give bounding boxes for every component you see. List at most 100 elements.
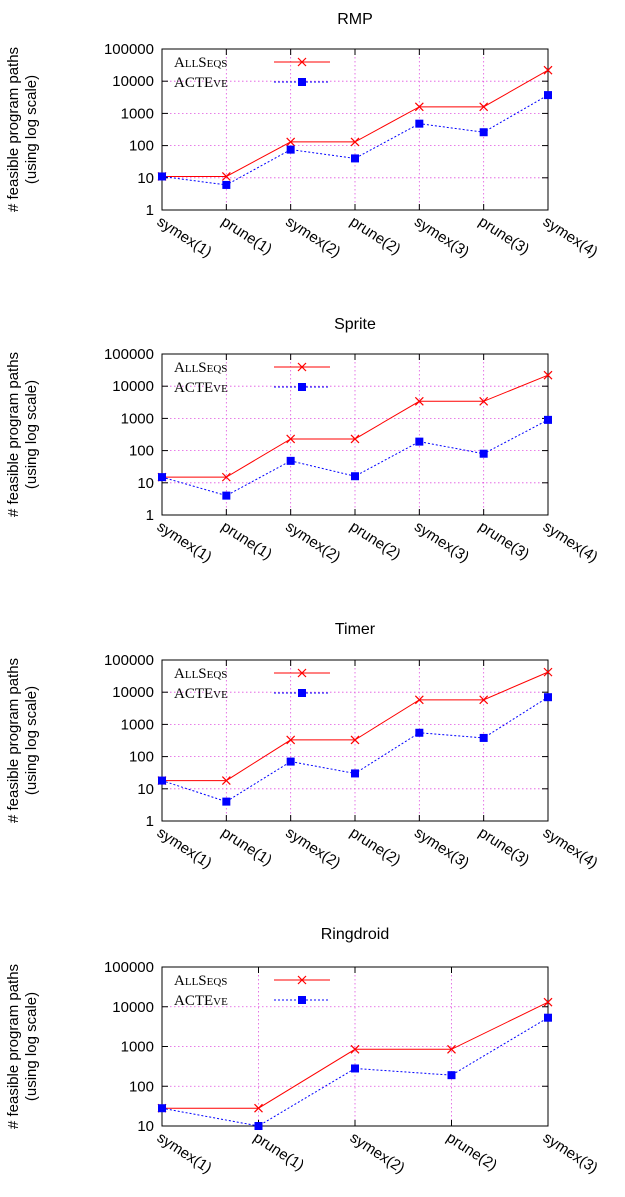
y-tick-label: 100000 xyxy=(104,959,154,976)
data-point-acteve xyxy=(222,492,230,500)
chart-title: Ringdroid xyxy=(321,926,389,943)
data-point-acteve xyxy=(255,1122,263,1130)
x-tick-label: symex(1) xyxy=(154,1129,215,1177)
x-tick-label: symex(3) xyxy=(411,518,472,566)
data-point-acteve xyxy=(480,128,488,136)
x-tick-label: prune(1) xyxy=(218,213,275,258)
x-tick-label: prune(2) xyxy=(347,213,404,258)
x-tick-label: prune(1) xyxy=(218,518,275,563)
chart-title: RMP xyxy=(337,11,373,28)
data-point-acteve xyxy=(222,798,230,806)
x-tick-label: prune(1) xyxy=(218,824,275,869)
legend-marker xyxy=(298,383,306,391)
data-point-acteve xyxy=(351,472,359,480)
data-point-acteve xyxy=(415,120,423,128)
legend-marker xyxy=(298,689,306,697)
y-axis-label: (using log scale) xyxy=(23,686,40,795)
data-point-acteve xyxy=(158,1104,166,1112)
data-point-acteve xyxy=(544,1014,552,1022)
x-tick-label: symex(4) xyxy=(540,824,601,872)
data-point-acteve xyxy=(480,734,488,742)
x-tick-label: symex(2) xyxy=(282,213,343,261)
legend-label: ALLSEQS xyxy=(174,55,227,71)
y-axis-label: # feasible program paths xyxy=(5,47,22,212)
x-tick-label: prune(1) xyxy=(250,1129,307,1174)
chart-timer: Timer # feasible program paths (using log … xyxy=(5,621,601,872)
data-point-acteve xyxy=(448,1071,456,1079)
y-tick-label: 10000 xyxy=(112,73,154,90)
x-tick-label: prune(2) xyxy=(347,518,404,563)
data-point-acteve xyxy=(544,693,552,701)
x-tick-label: symex(1) xyxy=(154,213,215,261)
x-tick-label: prune(3) xyxy=(475,824,532,869)
y-tick-label: 10000 xyxy=(112,378,154,395)
y-tick-label: 100 xyxy=(129,138,154,155)
y-axis-label: # feasible program paths xyxy=(5,658,22,823)
y-tick-label: 1 xyxy=(146,507,154,524)
y-tick-label: 10000 xyxy=(112,684,154,701)
data-point-acteve xyxy=(158,473,166,481)
y-tick-label: 10 xyxy=(137,781,154,798)
x-tick-label: prune(3) xyxy=(475,518,532,563)
data-point-acteve xyxy=(351,154,359,162)
y-tick-label: 10 xyxy=(137,170,154,187)
x-tick-label: symex(3) xyxy=(411,213,472,261)
y-tick-label: 100000 xyxy=(104,652,154,669)
y-tick-label: 10 xyxy=(137,1118,154,1135)
y-tick-label: 1000 xyxy=(121,410,154,427)
y-axis-label: # feasible program paths xyxy=(5,352,22,517)
chart-ringdroid: Ringdroid # feasible program paths (using … xyxy=(5,926,601,1177)
chart-sprite: Sprite # feasible program paths (using log… xyxy=(5,316,601,566)
data-point-acteve xyxy=(415,729,423,737)
data-point-acteve xyxy=(544,91,552,99)
legend-label: ALLSEQS xyxy=(174,973,227,989)
y-tick-label: 1000 xyxy=(121,105,154,122)
y-axis-label: (using log scale) xyxy=(23,380,40,489)
x-tick-label: symex(2) xyxy=(347,1129,408,1177)
data-point-acteve xyxy=(544,416,552,424)
chart-title: Sprite xyxy=(334,316,376,333)
y-tick-label: 10000 xyxy=(112,999,154,1016)
y-tick-label: 100 xyxy=(129,1078,154,1095)
x-tick-label: prune(3) xyxy=(475,213,532,258)
y-axis-label: (using log scale) xyxy=(23,992,40,1101)
data-point-acteve xyxy=(222,181,230,189)
legend-label: ALLSEQS xyxy=(174,666,227,682)
data-point-acteve xyxy=(287,457,295,465)
data-point-acteve xyxy=(415,438,423,446)
x-tick-label: symex(2) xyxy=(282,824,343,872)
chart-title: Timer xyxy=(335,621,376,638)
legend-marker xyxy=(298,78,306,86)
y-axis-label: (using log scale) xyxy=(23,75,40,184)
legend-label: ACTEVE xyxy=(174,380,228,396)
x-tick-label: symex(1) xyxy=(154,518,215,566)
x-tick-label: symex(1) xyxy=(154,824,215,872)
y-tick-label: 100 xyxy=(129,443,154,460)
y-tick-label: 1000 xyxy=(121,716,154,733)
y-tick-label: 100000 xyxy=(104,346,154,363)
y-tick-label: 1000 xyxy=(121,1039,154,1056)
data-point-acteve xyxy=(287,758,295,766)
x-tick-label: prune(2) xyxy=(347,824,404,869)
y-tick-label: 100 xyxy=(129,749,154,766)
data-point-acteve xyxy=(287,146,295,154)
x-tick-label: symex(2) xyxy=(282,518,343,566)
series-line-acteve xyxy=(162,95,548,185)
chart-rmp: RMP # feasible program paths (using log sc… xyxy=(5,11,601,261)
legend-marker xyxy=(298,996,306,1004)
y-tick-label: 10 xyxy=(137,475,154,492)
data-point-acteve xyxy=(158,777,166,785)
y-tick-label: 1 xyxy=(146,202,154,219)
x-tick-label: symex(4) xyxy=(540,213,601,261)
y-tick-label: 1 xyxy=(146,813,154,830)
x-tick-label: symex(4) xyxy=(540,518,601,566)
legend-label: ACTEVE xyxy=(174,686,228,702)
data-point-acteve xyxy=(351,769,359,777)
legend-label: ACTEVE xyxy=(174,75,228,91)
x-tick-label: symex(3) xyxy=(411,824,472,872)
legend-label: ALLSEQS xyxy=(174,360,227,376)
x-tick-label: prune(2) xyxy=(443,1129,500,1174)
data-point-acteve xyxy=(480,450,488,458)
y-axis-label: # feasible program paths xyxy=(5,964,22,1129)
